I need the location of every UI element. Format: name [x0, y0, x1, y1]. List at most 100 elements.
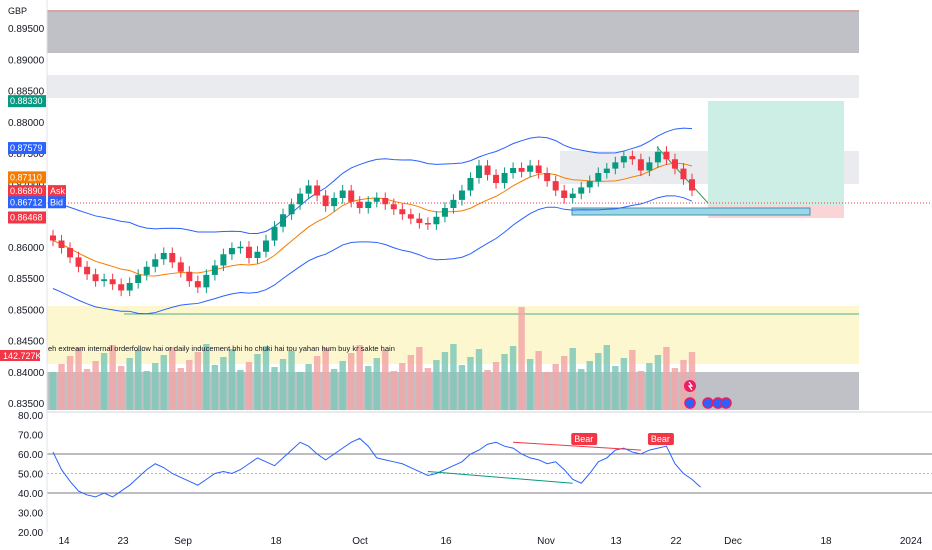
bear-signal-text: Bear	[651, 434, 670, 444]
volume-bar	[399, 363, 406, 410]
candle-body	[407, 214, 414, 219]
price-tag-badge: Bid	[50, 197, 63, 207]
candle-body	[58, 240, 65, 248]
volume-bar	[109, 345, 116, 410]
time-tick: Nov	[537, 536, 555, 547]
event-icon-2[interactable]	[702, 397, 714, 409]
volume-bar	[373, 358, 380, 410]
candle-body	[424, 223, 431, 225]
volume-bar	[595, 353, 602, 410]
volume-bar	[535, 351, 542, 410]
time-tick: 22	[670, 536, 682, 547]
volume-bar	[100, 353, 108, 410]
volume-bar	[552, 364, 559, 410]
candle-body	[399, 209, 406, 215]
time-tick: 14	[58, 536, 70, 547]
lower-band	[52, 195, 693, 315]
instrument-label: GBP	[8, 6, 27, 16]
volume-bar	[475, 349, 483, 410]
candle-body	[433, 216, 440, 225]
candle-body	[67, 248, 74, 258]
volume-bar	[526, 359, 534, 410]
candle-body	[152, 259, 159, 267]
event-icons[interactable]	[684, 380, 732, 409]
volume-bar	[58, 364, 65, 410]
candle-body	[228, 248, 235, 255]
event-icon-1[interactable]	[684, 397, 696, 409]
volume-bar	[186, 360, 193, 410]
volume-tag: 142.727K	[0, 350, 42, 361]
candle-body	[101, 279, 108, 282]
volume-bar	[271, 367, 278, 410]
volume-bar	[382, 350, 389, 410]
candle-body	[84, 266, 91, 275]
volume-bar	[416, 347, 423, 410]
candle-body	[680, 168, 687, 180]
time-tick: Sep	[174, 536, 192, 547]
candle-body	[637, 159, 644, 171]
volume-bar	[254, 354, 261, 410]
volume-bar	[467, 357, 474, 410]
event-icon-4[interactable]	[720, 397, 732, 409]
candle-body	[194, 281, 201, 288]
rsi-tick: 70.00	[18, 431, 43, 442]
volume-bar	[390, 371, 397, 410]
volume-bar	[492, 362, 500, 410]
volume-bar	[75, 348, 82, 410]
volume-bar	[407, 355, 415, 410]
candle-body	[297, 193, 304, 205]
volume-bar	[339, 361, 346, 410]
volume-bar	[49, 372, 57, 410]
candle-body	[654, 151, 661, 163]
candle-body	[203, 274, 210, 288]
candle-body	[595, 173, 602, 182]
volume-bar	[578, 369, 585, 410]
volume-bar	[612, 366, 619, 410]
volume-bar	[637, 371, 645, 410]
price-tick: 0.85000	[8, 305, 45, 316]
candle-body	[263, 240, 269, 252]
price-tag: 0.86712 Bid	[8, 196, 66, 209]
volume-bar	[245, 362, 253, 410]
candle-body	[280, 214, 287, 227]
rsi-tick: 80.00	[18, 411, 43, 422]
candle-body	[629, 156, 636, 160]
candle-body	[561, 190, 568, 198]
candle-body	[135, 274, 142, 283]
volume-bar	[211, 365, 219, 410]
time-tick: Oct	[352, 536, 368, 547]
candle-body	[416, 218, 423, 223]
candle-body	[544, 173, 551, 182]
volume-bar	[117, 366, 125, 410]
time-axis[interactable]: 14 23 Sep 18 Oct 16 Nov 13 22 Dec 18 2024	[58, 536, 922, 547]
volume-bar	[203, 344, 210, 410]
volume-bar	[680, 360, 687, 410]
candle-body	[501, 173, 508, 183]
rsi-axis: 80.00 70.00 60.00 50.00 40.00 30.00 20.00	[18, 411, 43, 539]
price-tag: 0.88330	[8, 95, 46, 108]
volume-bar	[501, 354, 508, 410]
candle-body	[314, 185, 321, 196]
candle-body	[663, 151, 670, 160]
candle-body	[305, 185, 312, 194]
candle-body	[390, 204, 397, 210]
candle-body	[271, 226, 278, 241]
volume-bar	[66, 356, 74, 410]
volume-bar	[671, 368, 679, 410]
candle-body	[143, 266, 150, 275]
candle-body	[211, 265, 218, 275]
price-tick: 0.87500	[8, 149, 45, 160]
time-tick: 16	[440, 536, 452, 547]
annotation-text: eh extream internal orderfollow hai or d…	[48, 344, 395, 353]
volume-bar	[194, 352, 202, 410]
candle-body	[50, 235, 56, 241]
candle-body	[458, 190, 465, 200]
candle-body	[493, 174, 500, 183]
time-tick: Dec	[724, 536, 742, 547]
time-tick: 23	[117, 536, 129, 547]
volume-bar	[160, 355, 167, 410]
rsi-tick: 20.00	[18, 528, 43, 539]
candle-body	[373, 198, 380, 202]
candle-body	[365, 201, 372, 208]
